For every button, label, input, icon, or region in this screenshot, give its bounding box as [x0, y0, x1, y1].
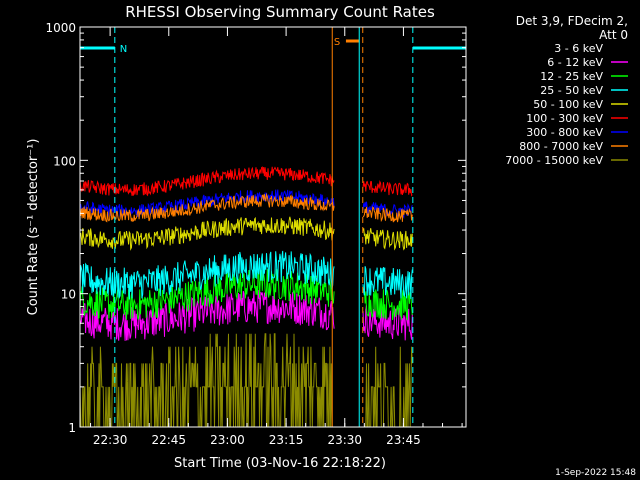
series-line [79, 290, 413, 341]
x-tick-label: 23:00 [210, 433, 245, 447]
legend-entry-label: 50 - 100 keV [533, 98, 603, 111]
series-line [79, 216, 413, 251]
x-axis-label: Start Time (03-Nov-16 22:18:22) [174, 456, 386, 471]
saa-label: S [334, 37, 340, 48]
legend-header-line-1: Det 3,9, FDecim 2, [516, 14, 628, 28]
y-tick-label: 10 [61, 288, 76, 302]
x-tick-label: 22:45 [151, 433, 186, 447]
legend-entry-label: 800 - 7000 keV [519, 140, 603, 153]
y-tick-label: 1 [68, 421, 76, 435]
night-label: N [120, 44, 127, 55]
legend-entry-label: 3 - 6 keV [554, 42, 603, 55]
legend-entry-label: 6 - 12 keV [547, 56, 603, 69]
x-tick-label: 23:30 [327, 433, 362, 447]
y-tick-label: 1000 [45, 21, 76, 35]
series-line [79, 166, 413, 197]
legend-entry-label: 300 - 800 keV [526, 126, 603, 139]
x-tick-label: 23:15 [269, 433, 304, 447]
x-tick-label: 22:30 [93, 433, 128, 447]
y-tick-label: 100 [53, 154, 76, 168]
legend-entry-label: 7000 - 15000 keV [505, 154, 603, 167]
legend-entry-label: 100 - 300 keV [526, 112, 603, 125]
series-line [79, 250, 413, 300]
series-line [79, 192, 413, 223]
plot-frame [79, 26, 467, 428]
y-axis-label: Count Rate (s⁻¹ detector⁻¹) [26, 139, 41, 316]
legend-header-line-2: Att 0 [599, 28, 628, 42]
x-tick-label: 23:45 [386, 433, 421, 447]
footer-timestamp: 1-Sep-2022 15:48 [555, 468, 636, 478]
chart-title: RHESSI Observing Summary Count Rates [125, 3, 435, 21]
legend-entry-label: 25 - 50 keV [540, 84, 603, 97]
legend-entry-label: 12 - 25 keV [540, 70, 603, 83]
series-line [79, 268, 413, 321]
